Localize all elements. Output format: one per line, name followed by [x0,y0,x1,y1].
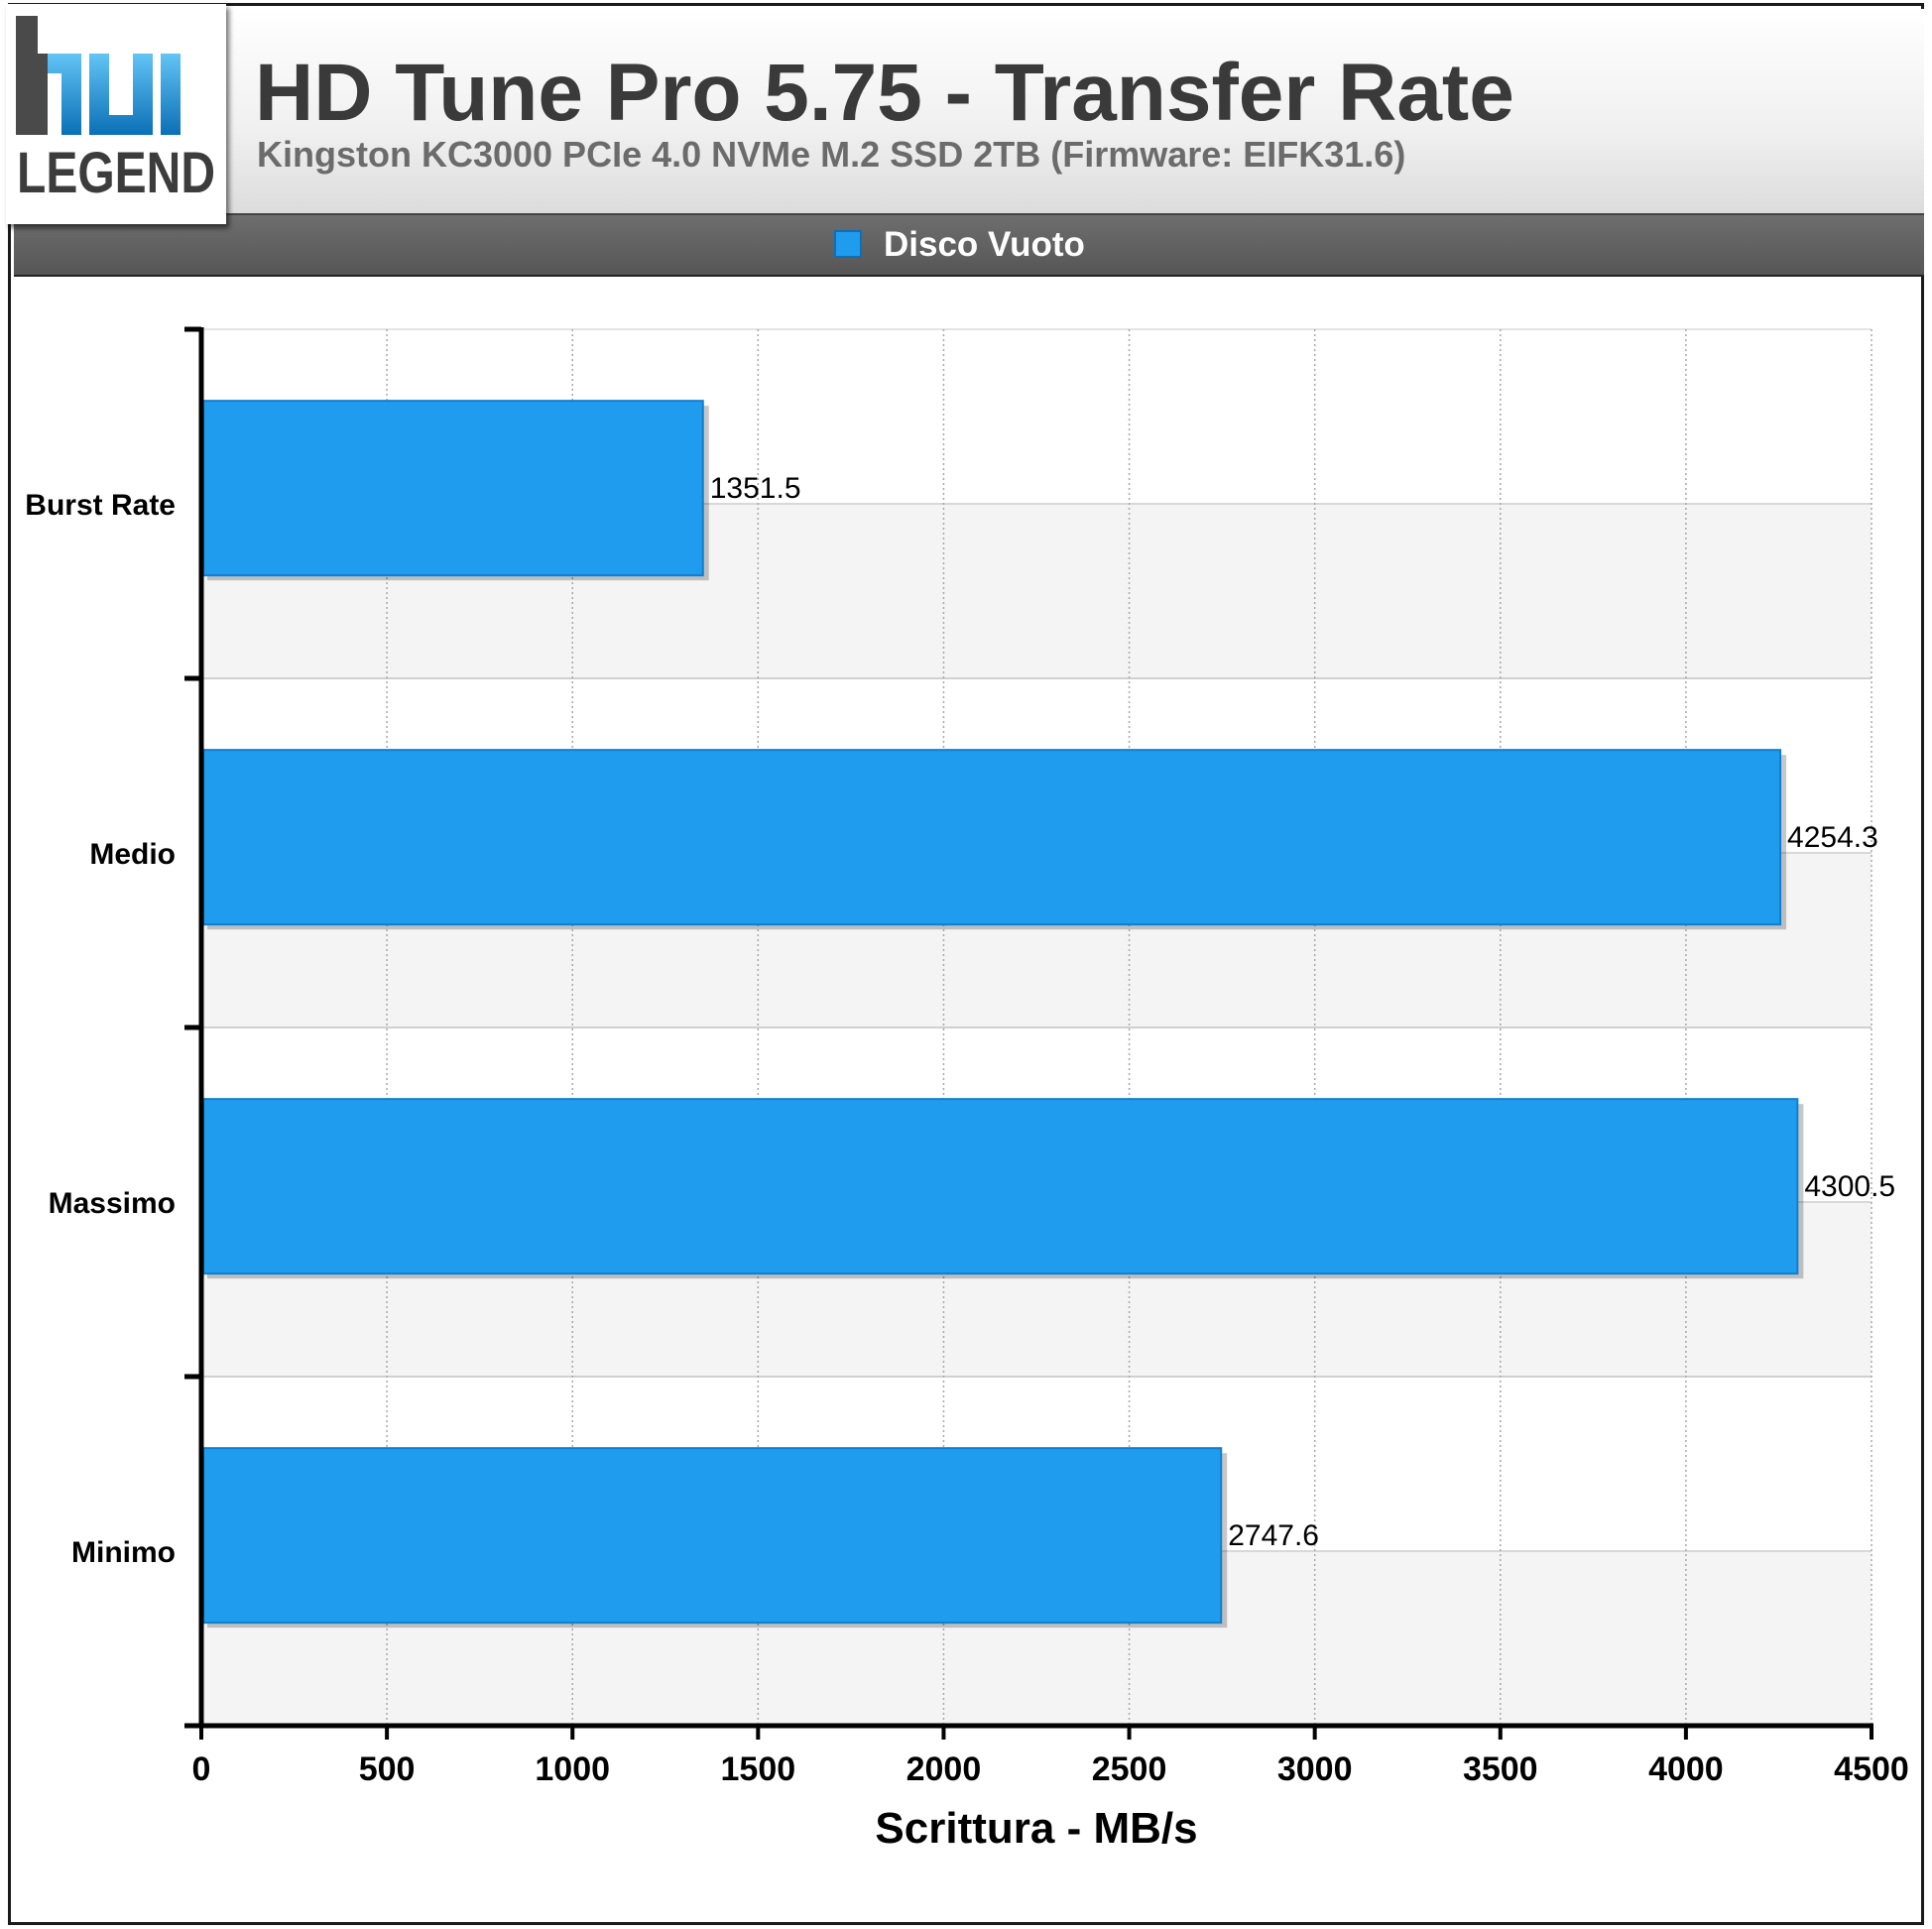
chart-title: HD Tune Pro 5.75 - Transfer Rate [255,48,1514,138]
hwlegend-logo-icon: LEGEND [16,16,215,205]
data-label: 4254.3 [1787,821,1878,854]
data-label: 2747.6 [1228,1519,1319,1552]
category-label: Minimo [71,1536,176,1569]
chart-header: HD Tune Pro 5.75 - Transfer Rate Kingsto… [14,9,1924,215]
x-tick-label: 1000 [535,1750,610,1788]
bar [202,749,1782,926]
data-label: 4300.5 [1804,1170,1895,1203]
category-label: Medio [89,838,176,871]
chart-subtitle: Kingston KC3000 PCIe 4.0 NVMe M.2 SSD 2T… [257,134,1406,175]
category-label: Massimo [49,1187,176,1220]
x-tick-label: 3500 [1463,1750,1538,1788]
logo-text: LEGEND [17,141,215,205]
legend-swatch [834,230,862,258]
x-tick-label: 2500 [1092,1750,1167,1788]
x-tick-label: 3000 [1277,1750,1353,1788]
bar [202,1447,1223,1625]
data-label: 1351.5 [710,472,801,505]
category-label: Burst Rate [25,489,176,522]
x-tick-label: 4000 [1648,1750,1724,1788]
x-tick-label: 2000 [906,1750,982,1788]
legend-bar: Disco Vuoto [14,215,1924,277]
bar [202,400,704,577]
x-axis-title: Scrittura - MB/s [875,1804,1197,1853]
x-tick-label: 4500 [1834,1750,1909,1788]
x-tick-label: 1500 [721,1750,796,1788]
x-tick-label: 0 [192,1750,211,1788]
bar [202,1098,1799,1275]
logo: LEGEND [6,4,226,224]
x-tick-label: 500 [359,1750,416,1788]
legend-label: Disco Vuoto [884,225,1085,264]
